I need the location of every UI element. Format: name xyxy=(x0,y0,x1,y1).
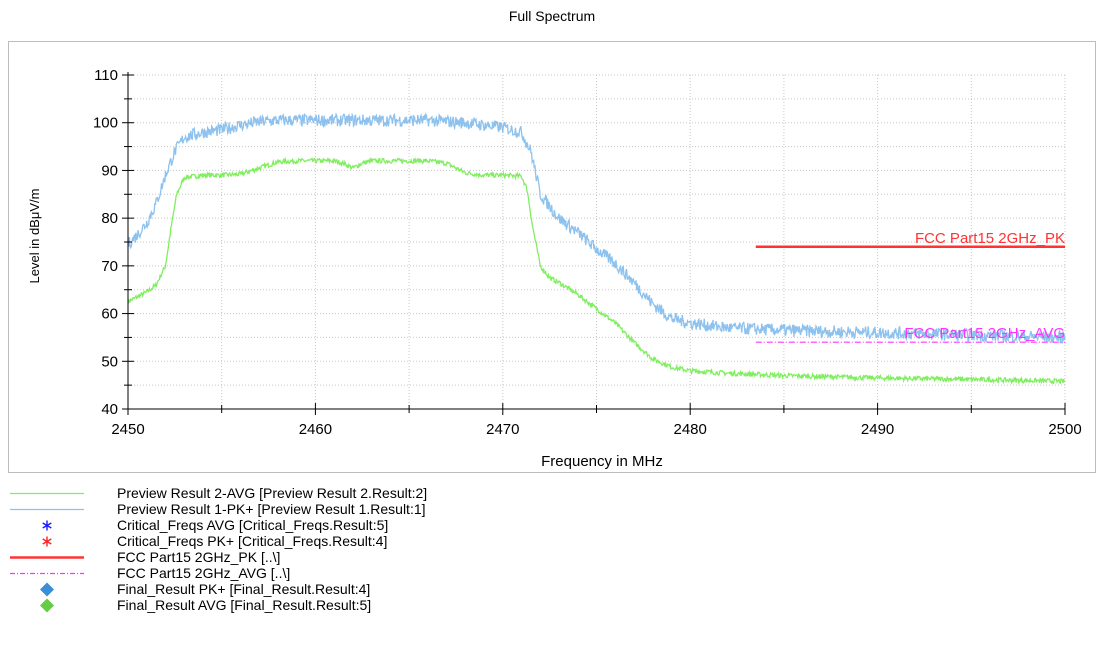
x-tick-label: 2470 xyxy=(486,421,519,438)
x-axis-label: Frequency in MHz xyxy=(541,453,663,470)
limit-line-label: FCC Part15 2GHz_PK xyxy=(915,230,1065,247)
series-line-2 xyxy=(127,112,1066,344)
legend-item: FCC Part15 2GHz_AVG [..\] xyxy=(0,566,1104,581)
legend-item: Final_Result PK+ [Final_Result.Result:4] xyxy=(0,582,1104,597)
legend-label: FCC Part15 2GHz_PK [..\] xyxy=(117,549,281,565)
legend-symbol xyxy=(42,536,52,547)
y-tick-label: 40 xyxy=(101,401,118,418)
legend-item: Critical_Freqs AVG [Critical_Freqs.Resul… xyxy=(0,518,1104,533)
limit-line-label: FCC Part15 2GHz_AVG xyxy=(904,325,1065,342)
asterisk-icon xyxy=(42,520,52,531)
diamond-icon xyxy=(40,598,54,613)
legend-symbol xyxy=(40,582,54,597)
x-tick-label: 2490 xyxy=(861,421,894,438)
legend: Preview Result 2-AVG [Preview Result 2.R… xyxy=(0,486,1104,661)
legend-symbol xyxy=(40,598,54,613)
legend-symbol xyxy=(10,556,84,559)
legend-label: Final_Result PK+ [Final_Result.Result:4] xyxy=(117,581,371,597)
y-tick-label: 100 xyxy=(93,115,118,132)
y-tick-label: 110 xyxy=(94,67,118,84)
series-layer xyxy=(127,112,1066,385)
legend-symbol xyxy=(42,520,52,531)
legend-label: Critical_Freqs AVG [Critical_Freqs.Resul… xyxy=(117,517,389,533)
grid xyxy=(127,74,1066,410)
y-tick-label: 60 xyxy=(101,306,118,323)
chart-title: Full Spectrum xyxy=(508,8,596,24)
y-tick-label: 50 xyxy=(101,353,118,370)
legend-symbol xyxy=(10,572,84,575)
y-tick-label: 90 xyxy=(101,162,118,179)
y-tick-label: 70 xyxy=(101,258,118,275)
axes: 2450 2460 2470 2480 2490 2500 40 50 60 70 80 90 100 1… xyxy=(93,67,1082,438)
x-tick-label: 2500 xyxy=(1048,421,1081,438)
chart-frame: FCC Part15 2GHz_PK FCC Part15 2GHz_AVG 24… xyxy=(8,41,1096,473)
legend-symbol xyxy=(10,492,84,495)
x-tick-label: 2450 xyxy=(111,421,144,438)
x-tick-label: 2460 xyxy=(299,421,332,438)
legend-label: Preview Result 2-AVG [Preview Result 2.R… xyxy=(117,485,428,501)
asterisk-stroke xyxy=(42,538,52,545)
y-axis-label: Level in dBμV/m xyxy=(27,189,42,284)
asterisk-icon xyxy=(42,536,52,547)
legend-label: Preview Result 1-PK+ [Preview Result 1.R… xyxy=(117,501,426,517)
legend-label: Critical_Freqs PK+ [Critical_Freqs.Resul… xyxy=(117,533,388,549)
asterisk-stroke xyxy=(42,522,52,529)
series-line-1 xyxy=(127,156,1066,385)
legend-item: Preview Result 2-AVG [Preview Result 2.R… xyxy=(0,486,1104,501)
legend-item: Preview Result 1-PK+ [Preview Result 1.R… xyxy=(0,502,1104,517)
legend-symbol xyxy=(10,508,84,511)
legend-item: FCC Part15 2GHz_PK [..\] xyxy=(0,550,1104,565)
plot-area: FCC Part15 2GHz_PK FCC Part15 2GHz_AVG 24… xyxy=(27,67,1082,470)
x-tick-label: 2480 xyxy=(674,421,707,438)
limit-lines: FCC Part15 2GHz_PK FCC Part15 2GHz_AVG xyxy=(755,230,1065,343)
legend-label: FCC Part15 2GHz_AVG [..\] xyxy=(117,565,291,581)
legend-item: Final_Result AVG [Final_Result.Result:5] xyxy=(0,598,1104,613)
legend-item: Critical_Freqs PK+ [Critical_Freqs.Resul… xyxy=(0,534,1104,549)
legend-label: Final_Result AVG [Final_Result.Result:5] xyxy=(117,597,372,613)
y-tick-label: 80 xyxy=(101,210,118,227)
diamond-icon xyxy=(40,582,54,597)
